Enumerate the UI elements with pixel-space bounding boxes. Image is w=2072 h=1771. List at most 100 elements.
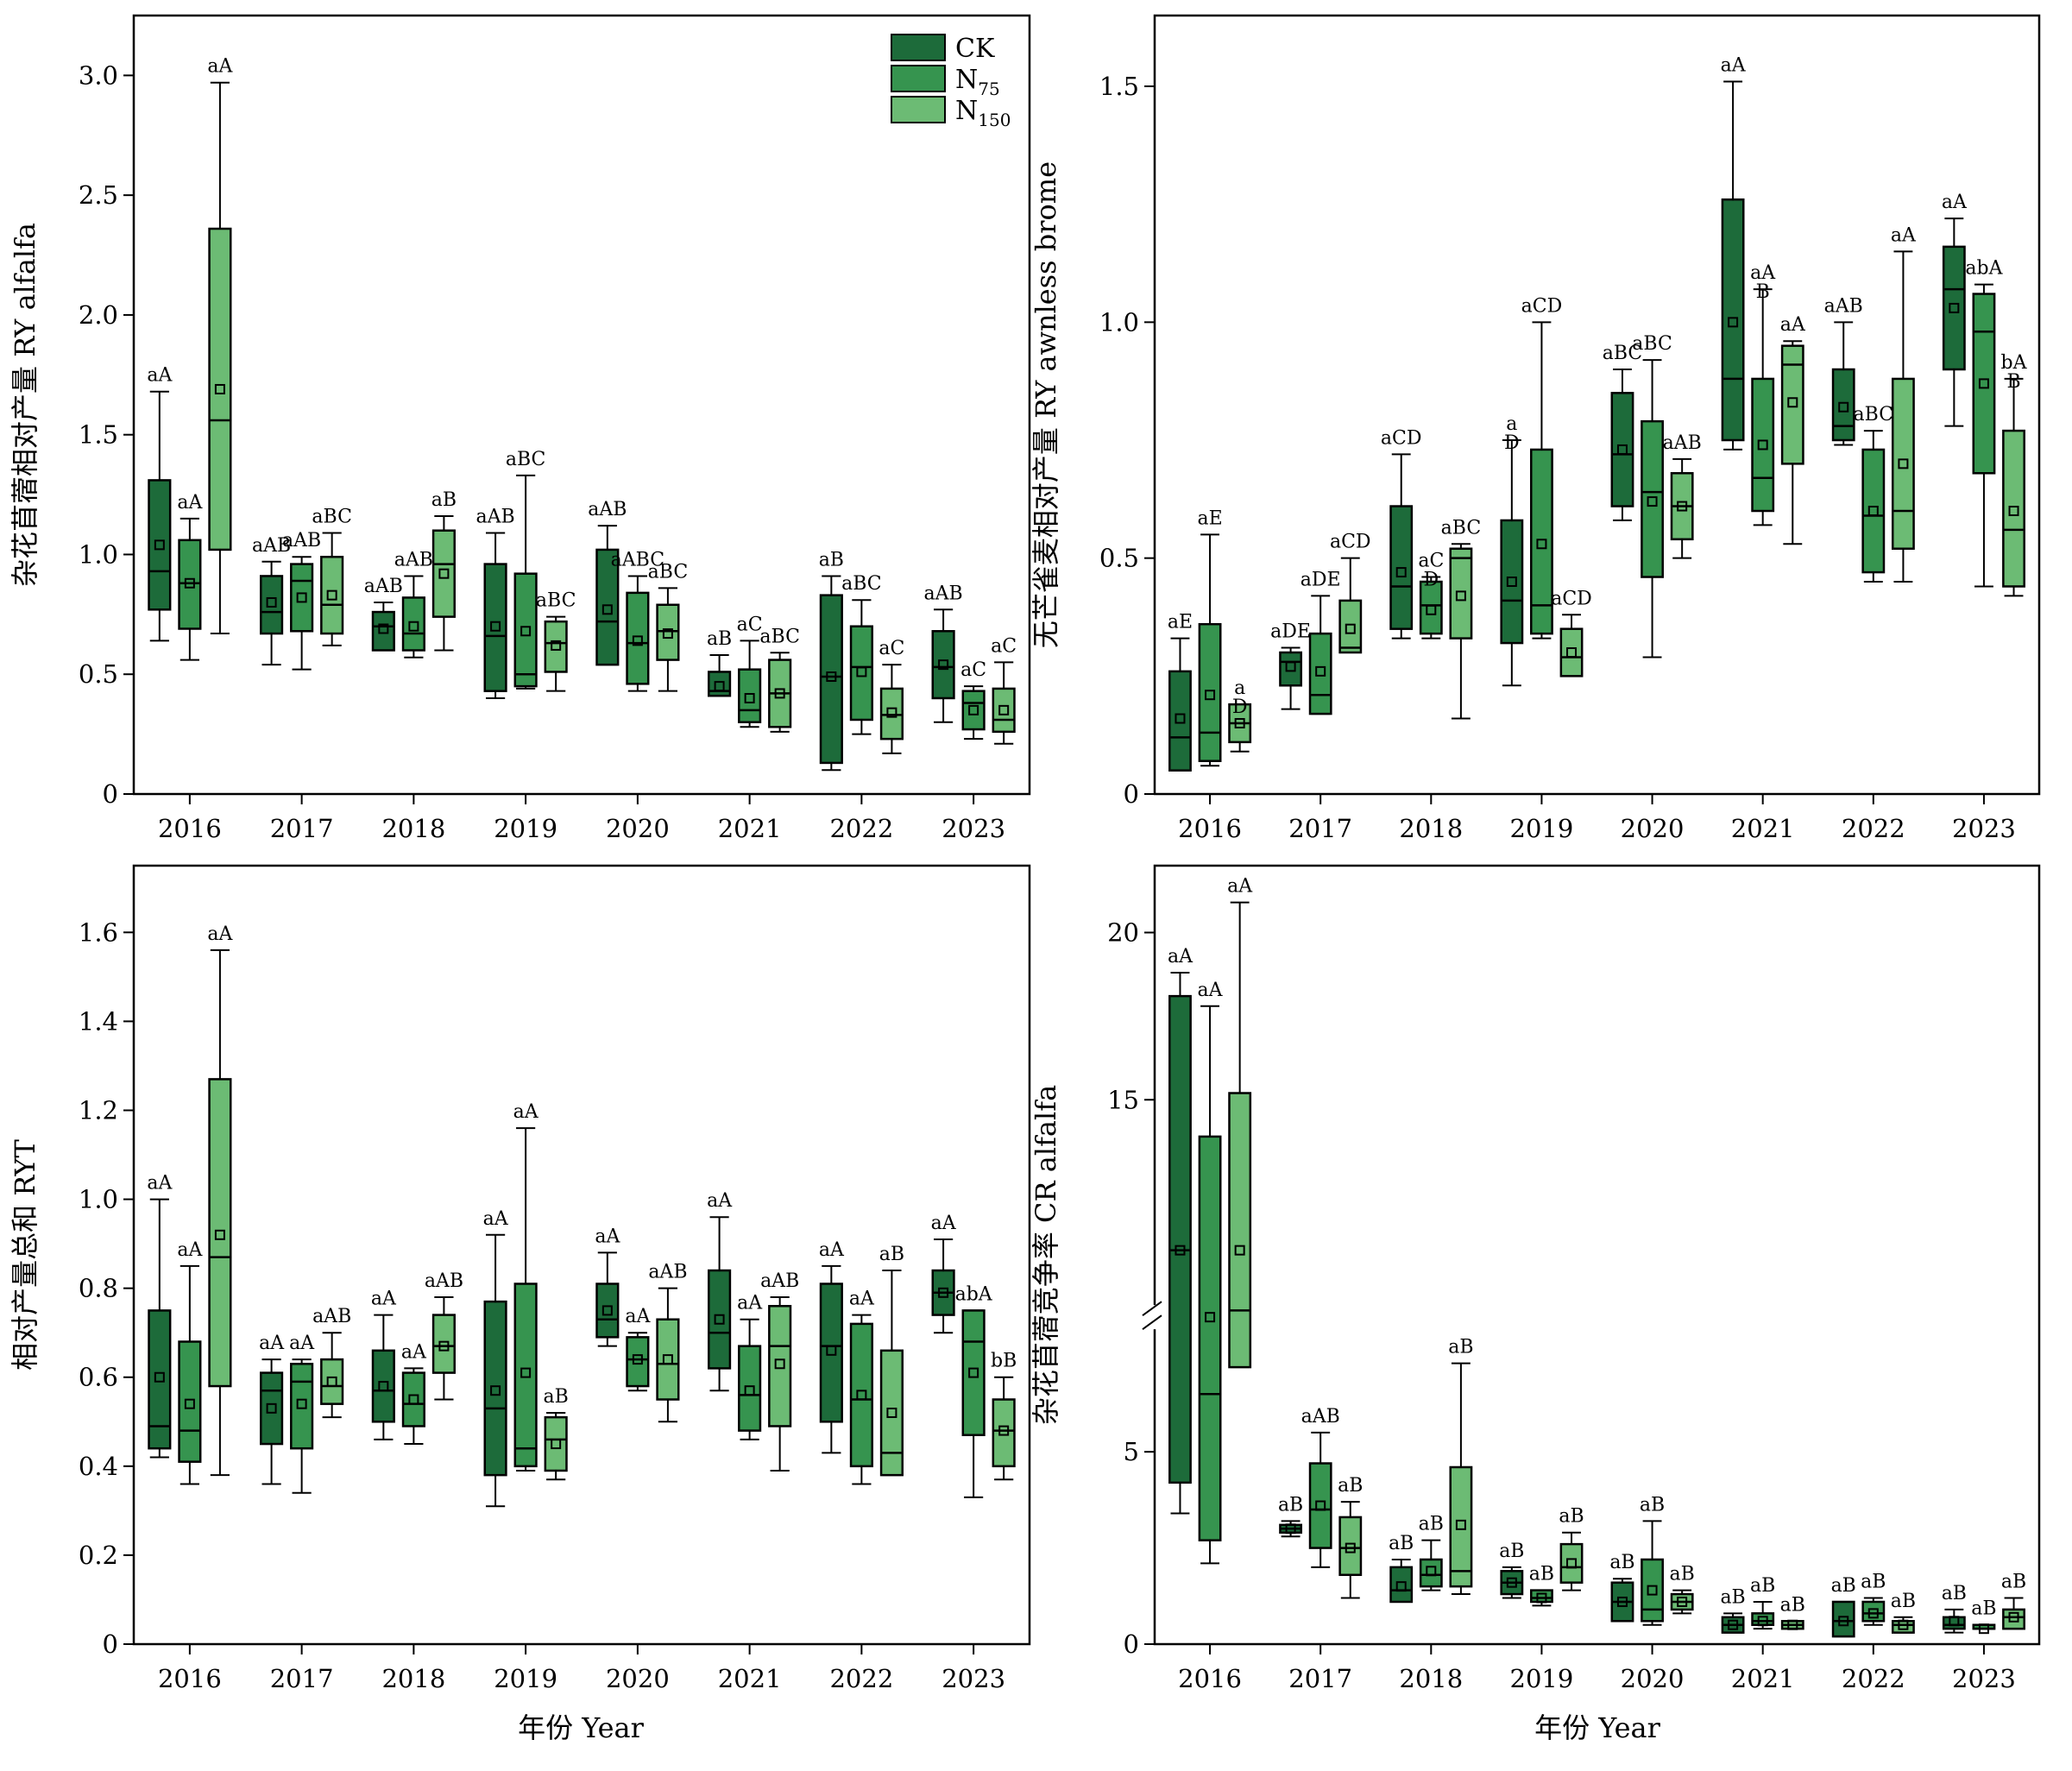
- mean-marker: [551, 1439, 562, 1450]
- mean-marker: [1787, 1619, 1798, 1630]
- box-2023-CK: aA: [1942, 192, 1968, 427]
- box-2019-N150: aCD: [1551, 588, 1592, 678]
- significance-label: aB: [1448, 1337, 1473, 1358]
- box-body: [401, 596, 425, 652]
- y-axis-label: 杂花苜蓿相对产量 RY alfalfa: [9, 223, 41, 587]
- mean-marker: [1867, 1608, 1879, 1619]
- box-body: [819, 594, 843, 765]
- box-2018-N75: aCD: [1418, 551, 1444, 640]
- box-body: [708, 1269, 732, 1370]
- significance-label: aA: [207, 56, 233, 78]
- mean-marker: [1728, 1619, 1739, 1630]
- legend-label-CK: CK: [955, 34, 995, 64]
- significance-label: aAB: [760, 1270, 799, 1292]
- mean-marker: [438, 568, 450, 579]
- significance-label: aBC: [312, 506, 352, 527]
- box-2017-N75: aA: [289, 1333, 315, 1494]
- x-tick-label: 2018: [1399, 1664, 1463, 1693]
- mean-marker: [1898, 458, 1909, 470]
- box-body: [1449, 547, 1473, 640]
- box-2019-CK: aAB: [476, 506, 515, 699]
- significance-label: aB: [1861, 1572, 1886, 1593]
- mean-marker: [632, 635, 643, 646]
- box-2018-N150: aB: [431, 489, 457, 652]
- significance-label: aB: [1640, 1494, 1665, 1516]
- significance-label: aBC: [536, 590, 576, 612]
- significance-label: aB: [1750, 1575, 1775, 1597]
- significance-label: aB: [1780, 1594, 1805, 1616]
- mean-marker: [266, 596, 277, 608]
- box-2020-N150: aBC: [648, 561, 688, 692]
- box-body: [148, 1309, 172, 1450]
- mean-marker: [551, 640, 562, 651]
- box-2018-N150: aB: [1448, 1337, 1474, 1596]
- box-body: [768, 1305, 792, 1428]
- significance-label: aAB: [1663, 432, 1702, 454]
- axis-break-gap: [1143, 1305, 1167, 1330]
- mean-marker: [154, 1371, 165, 1383]
- y-tick-label: 0.5: [1099, 544, 1139, 573]
- x-tick-label: 2019: [494, 1664, 557, 1693]
- box-2016-N150: aD: [1228, 678, 1252, 753]
- x-tick-label: 2016: [158, 814, 222, 843]
- significance-label: aB: [1609, 1552, 1634, 1573]
- significance-label: aA: [819, 1239, 845, 1261]
- y-tick-label: 3.0: [79, 60, 118, 90]
- y-tick-label: 2.0: [79, 300, 118, 330]
- box-body: [290, 1363, 314, 1450]
- mean-marker: [184, 577, 195, 589]
- mean-marker: [1345, 623, 1356, 634]
- significance-label: aB: [1942, 1583, 1967, 1604]
- box-body: [1559, 627, 1584, 678]
- y-tick-label: 0.5: [79, 659, 118, 689]
- box-2017-N75: aDE: [1301, 569, 1341, 715]
- mean-marker: [662, 628, 673, 640]
- significance-label: aB: [1389, 1533, 1414, 1554]
- significance-label: aB: [819, 549, 844, 570]
- box-2021-N150: aAB: [760, 1270, 799, 1472]
- box-2022-N75: aBC: [841, 573, 882, 735]
- mean-marker: [184, 1398, 195, 1409]
- box-2023-N75: aC: [960, 659, 986, 741]
- x-tick-label: 2023: [942, 814, 1005, 843]
- box-body: [178, 539, 202, 630]
- box-body: [708, 671, 732, 697]
- box-body: [1861, 1600, 1886, 1623]
- box-2018-N150: aBC: [1441, 517, 1481, 720]
- y-tick-label: 1.0: [1099, 307, 1139, 337]
- mean-marker: [1566, 647, 1578, 658]
- box-body: [1279, 651, 1303, 687]
- box-2018-N75: aB: [1419, 1514, 1444, 1591]
- mean-marker: [1647, 496, 1658, 507]
- box-2016-CK: aA: [1168, 946, 1193, 1515]
- box-2020-CK: aB: [1609, 1552, 1635, 1623]
- significance-label: aB: [1499, 1541, 1524, 1562]
- y-tick-label: 0.6: [79, 1363, 118, 1392]
- mean-marker: [1285, 661, 1296, 672]
- box-2019-N75: aBC: [506, 449, 545, 690]
- x-tick-label: 2021: [1731, 814, 1795, 843]
- box-2021-N150: aA: [1780, 314, 1806, 545]
- mean-marker: [326, 589, 337, 601]
- significance-label: aA: [207, 923, 233, 945]
- mean-marker: [490, 621, 501, 632]
- box-2019-CK: aA: [483, 1208, 509, 1508]
- y-tick-label: 0.2: [79, 1541, 118, 1570]
- mean-marker: [632, 1354, 643, 1365]
- significance-label: aAB: [924, 583, 963, 604]
- legend-swatch-N150: [891, 96, 946, 123]
- significance-label: aA: [1780, 314, 1806, 336]
- mean-marker: [1455, 1519, 1466, 1530]
- box-2020-N75: aABC: [611, 549, 664, 692]
- significance-label: a: [1234, 678, 1245, 699]
- mean-marker: [296, 592, 307, 603]
- box-body: [1861, 448, 1886, 574]
- mean-marker: [520, 626, 532, 637]
- box-body: [1891, 377, 1915, 550]
- mean-marker: [1867, 506, 1879, 516]
- x-tick-label: 2022: [1842, 1664, 1905, 1693]
- box-2022-CK: aB: [819, 549, 844, 772]
- box-body: [320, 1358, 344, 1405]
- significance-label: aA: [1721, 55, 1747, 77]
